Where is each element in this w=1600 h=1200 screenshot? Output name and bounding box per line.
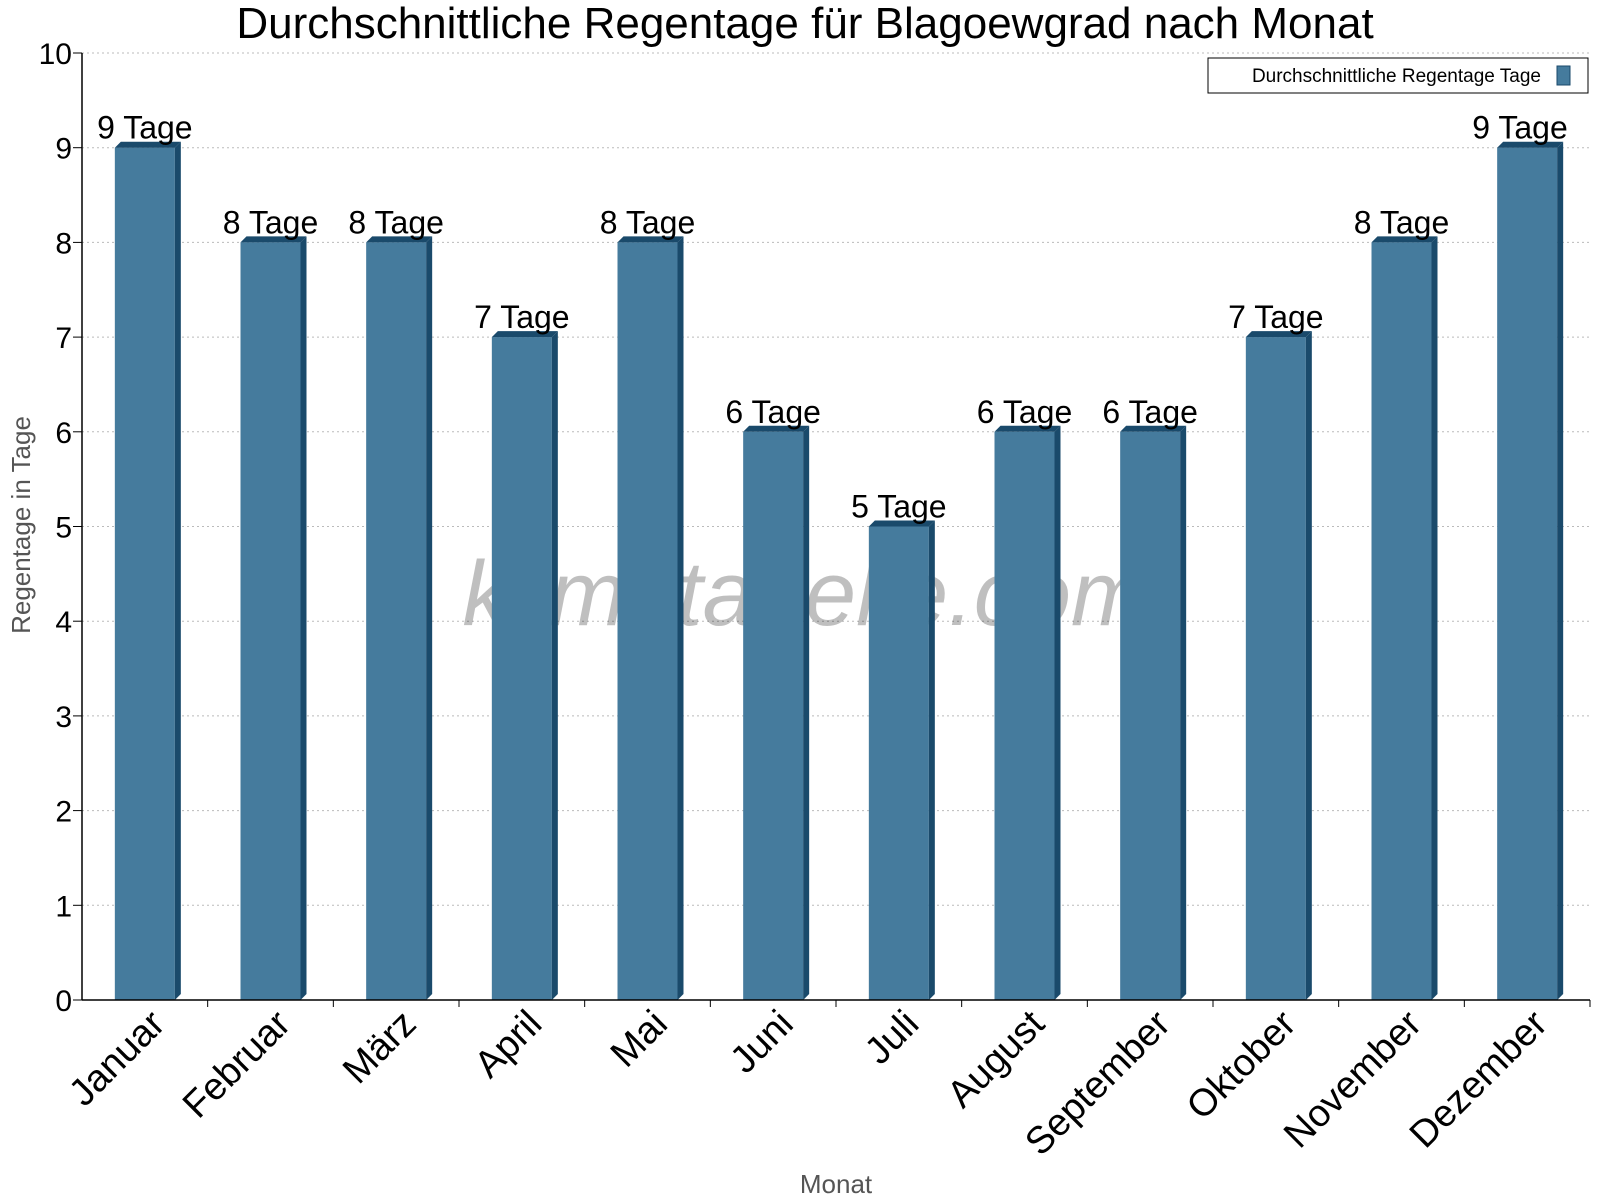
bar-front [114, 147, 175, 1000]
x-tick-label-april: April [467, 1003, 550, 1086]
bar-front [366, 242, 427, 1000]
bar-top [1120, 425, 1187, 432]
data-label-januar: 9 Tage [97, 110, 193, 146]
bar-front [491, 337, 552, 1001]
bar-front [617, 242, 678, 1000]
bar-april [491, 331, 558, 1001]
bar-side [426, 236, 433, 1000]
bar-side [300, 236, 307, 1000]
y-tick-label-7: 7 [55, 322, 72, 355]
bar-side [1431, 236, 1438, 1000]
bar-side [928, 520, 935, 1000]
bar-series [114, 141, 1564, 1001]
bar-juli [868, 520, 935, 1000]
y-tick-label-0: 0 [55, 985, 72, 1018]
gridlines [82, 52, 1590, 906]
legend: Durchschnittliche Regentage Tage [1207, 57, 1589, 94]
bar-märz [366, 236, 433, 1000]
bar-side [1557, 141, 1564, 1000]
bar-juni [743, 425, 810, 1000]
bar-februar [240, 236, 307, 1000]
x-axis-ticks: Januar Februar März April Mai Juni Juli AugustS… [61, 1000, 1591, 1164]
data-label-november: 8 Tage [1354, 204, 1450, 240]
bar-top [491, 331, 558, 338]
bar-front [743, 431, 804, 1000]
bar-dezember [1497, 141, 1564, 1000]
bar-side [803, 425, 810, 1000]
bar-front [1245, 337, 1306, 1001]
bar-top [1245, 331, 1312, 338]
bar-front [240, 242, 301, 1000]
x-tick-label-august: August [940, 1002, 1054, 1116]
chart-title: Durchschnittliche Regentage für Blagoewg… [236, 0, 1373, 48]
bar-front [868, 526, 929, 1000]
bar-top [868, 520, 935, 527]
bar-november [1371, 236, 1438, 1000]
legend-entry-label: Durchschnittliche Regentage Tage [1252, 66, 1541, 87]
x-tick-label-januar: Januar [61, 1002, 173, 1114]
legend-swatch [1556, 65, 1571, 86]
x-tick-label-november: November [1276, 1002, 1430, 1156]
data-label-oktober: 7 Tage [1228, 299, 1324, 335]
y-tick-label-2: 2 [55, 796, 72, 829]
bar-top [994, 425, 1061, 432]
y-tick-label-1: 1 [55, 890, 72, 923]
bar-side [551, 331, 558, 1001]
data-label-august: 6 Tage [977, 394, 1073, 430]
y-tick-label-9: 9 [55, 133, 72, 166]
x-tick-label-oktober: Oktober [1179, 1002, 1305, 1128]
bar-top [1371, 236, 1438, 243]
bar-top [617, 236, 684, 243]
bar-september [1120, 425, 1187, 1000]
bar-top [114, 141, 181, 148]
bar-front [1120, 431, 1181, 1000]
bar-mai [617, 236, 684, 1000]
data-label-mai: 8 Tage [600, 204, 696, 240]
bar-side [1180, 425, 1187, 1000]
bar-side [1305, 331, 1312, 1001]
data-label-dezember: 9 Tage [1472, 110, 1568, 146]
bar-top [743, 425, 810, 432]
data-label-september: 6 Tage [1102, 394, 1198, 430]
y-tick-label-8: 8 [55, 227, 72, 260]
y-axis-ticks: 0 1 2 3 4 5 6 7 8 9 10 [39, 38, 82, 1018]
legend-box [1207, 57, 1589, 94]
bar-oktober [1245, 331, 1312, 1001]
x-tick-label-juni: Juni [723, 1003, 802, 1082]
x-tick-label-juli: Juli [857, 1003, 927, 1073]
x-tick-label-mai: Mai [603, 1003, 676, 1076]
y-tick-label-3: 3 [55, 701, 72, 734]
y-tick-label-4: 4 [55, 606, 72, 639]
bar-side [677, 236, 684, 1000]
bar-front [1497, 147, 1558, 1000]
data-labels: 9 Tage 8 Tage 8 Tage 7 Tage 8 Tage 6 Tage 5 Ta… [97, 110, 1568, 525]
bar-side [1054, 425, 1061, 1000]
bar-side [174, 141, 181, 1000]
bar-januar [114, 141, 181, 1000]
bar-top [240, 236, 307, 243]
y-tick-label-5: 5 [55, 512, 72, 545]
bar-front [994, 431, 1055, 1000]
bar-top [1497, 141, 1564, 148]
data-label-februar: 8 Tage [223, 204, 319, 240]
bar-front [1371, 242, 1432, 1000]
data-label-juli: 5 Tage [851, 489, 947, 525]
bar-august [994, 425, 1061, 1000]
x-tick-label-dezember: Dezember [1402, 1002, 1556, 1156]
data-label-april: 7 Tage [474, 299, 570, 335]
bar-top [366, 236, 433, 243]
x-tick-label-märz: März [335, 1003, 424, 1092]
x-tick-label-februar: Februar [175, 1002, 299, 1126]
data-label-märz: 8 Tage [348, 204, 444, 240]
y-axis-label: Regentage in Tage [6, 416, 36, 634]
y-tick-label-6: 6 [55, 417, 72, 450]
data-label-juni: 6 Tage [725, 394, 821, 430]
x-axis-label: Monat [800, 1169, 873, 1199]
y-tick-label-10: 10 [39, 38, 72, 71]
